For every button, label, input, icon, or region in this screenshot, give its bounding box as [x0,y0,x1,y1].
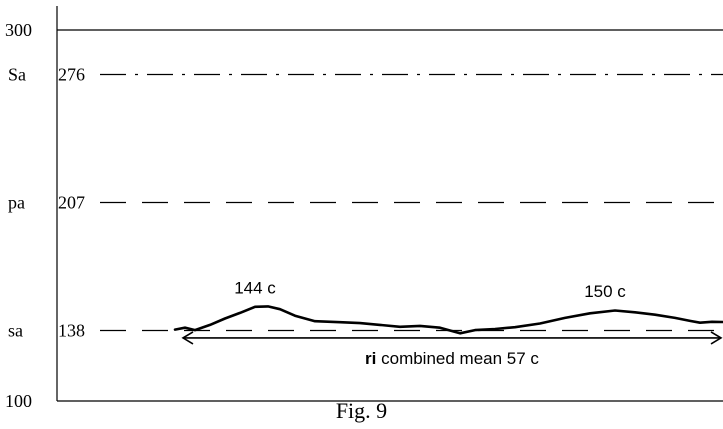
range-arrow-head-left [181,331,194,345]
y-tick-tag-pa: pa [8,193,25,213]
range-arrow-label: ri combined mean 57 c [365,349,539,368]
figure-caption: Fig. 9 [335,398,388,423]
series [173,305,723,335]
reference-lines [57,29,723,332]
axis-layer [56,6,723,402]
annotations: 144 c 150 c [234,278,626,301]
annotation-1: 150 c [584,282,626,301]
range-arrow-head-right [710,331,723,345]
y-tick-label-276: 276 [58,65,85,85]
range-arrow-label-bold: ri [365,349,376,368]
annotation-0: 144 c [234,278,276,297]
y-axis-ticks: 300 276 Sa 207 pa 138 sa 100 [5,20,85,411]
y-tick-tag-sa: sa [8,321,23,341]
y-tick-tag-Sa: Sa [8,65,26,85]
range-arrow: ri combined mean 57 c [181,331,723,368]
y-tick-label-207: 207 [58,193,85,213]
range-arrow-label-text: combined mean 57 c [376,349,539,368]
y-tick-label-100: 100 [5,391,32,411]
y-tick-label-138: 138 [58,321,85,341]
series-line-0 [173,305,723,335]
y-tick-label-300: 300 [5,20,32,40]
